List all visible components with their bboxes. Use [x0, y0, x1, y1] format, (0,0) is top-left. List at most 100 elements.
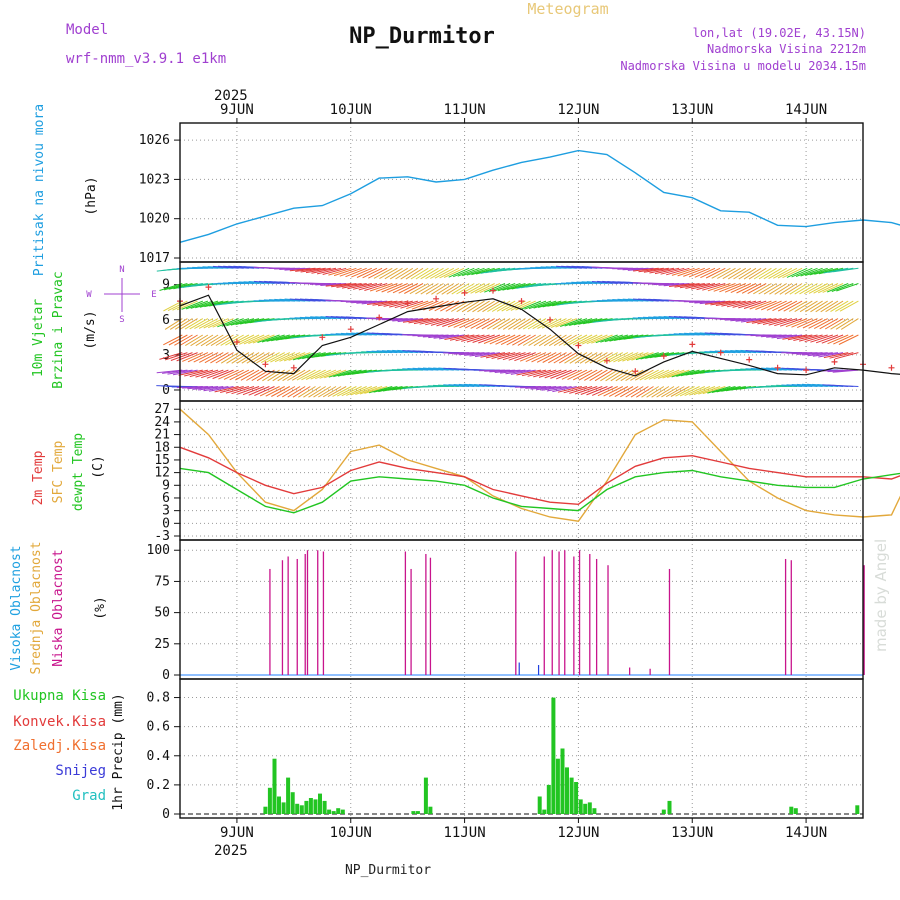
wind-barb — [594, 352, 613, 364]
wind-barb — [364, 283, 388, 291]
wind-barb — [639, 369, 659, 381]
wind-barb — [331, 283, 357, 288]
wind-barb — [511, 283, 536, 290]
wind-barb — [561, 369, 583, 380]
wind-barb — [207, 318, 229, 329]
wind-barb — [461, 300, 480, 313]
wind-barb — [194, 318, 214, 330]
wind-barb — [332, 386, 352, 397]
wind-barb — [203, 386, 229, 392]
wind-barb — [710, 300, 736, 306]
wind-barb — [783, 300, 803, 312]
cloud-mid-title: Srednja Oblacnost — [29, 541, 44, 674]
station-title: NP_Durmitor — [349, 24, 495, 49]
y-tick-label: 0.2 — [147, 778, 170, 793]
wind-gust-marker — [660, 353, 667, 360]
wind-barb — [796, 318, 818, 329]
wind-barb — [773, 267, 793, 279]
wind-barb — [350, 386, 372, 396]
wind-barb — [189, 318, 209, 330]
wind-barb — [535, 386, 562, 391]
wind-barb — [541, 318, 562, 329]
wind-barb — [315, 369, 337, 380]
wind-barb — [688, 267, 711, 278]
wind-barb — [431, 283, 449, 295]
wind-barb — [301, 369, 321, 381]
wind-barb — [362, 267, 383, 279]
wind-barb — [541, 386, 567, 391]
wind-barb — [789, 283, 808, 295]
precip-bar — [560, 748, 565, 814]
y-tick-label: 0.6 — [147, 720, 170, 735]
wind-barb — [533, 369, 557, 378]
wind-gust-marker — [518, 298, 525, 305]
wind-barb — [827, 283, 849, 293]
wind-barb — [654, 267, 680, 275]
wind-barb — [591, 334, 613, 344]
y-tick-label: 1020 — [139, 212, 170, 227]
wind-barb — [163, 300, 183, 312]
wind-barb — [184, 369, 209, 377]
precip-bar — [340, 809, 345, 814]
wind-barb — [182, 352, 203, 362]
wind-barb — [200, 334, 219, 347]
y-tick-label: 0.8 — [147, 691, 170, 706]
wind-barb — [173, 283, 198, 290]
wind-barb — [170, 352, 193, 361]
wind-barb — [455, 334, 480, 342]
wind-barb — [408, 318, 434, 324]
wind-barb — [819, 318, 839, 330]
wind-barb — [753, 267, 772, 280]
wind-barb — [246, 352, 265, 364]
wind-barb — [724, 283, 746, 293]
wind-barb — [333, 369, 357, 378]
wind-barb — [163, 334, 183, 346]
wind-barb — [636, 386, 654, 398]
wind-dir-north: N — [119, 265, 124, 275]
wind-barb — [508, 318, 526, 330]
wind-barb — [824, 318, 844, 330]
top-day-label: 10JUN — [330, 102, 372, 118]
wind-barb — [558, 334, 577, 346]
precip-bar — [281, 802, 286, 814]
bottom-day-label: 11JUN — [444, 825, 486, 841]
wind-barb — [392, 283, 414, 294]
wind-barb — [181, 300, 203, 310]
wind-barb — [799, 300, 818, 313]
wind-barb — [420, 283, 439, 295]
wind-barb — [666, 369, 690, 378]
legend-konvek-kisa: Konvek.Kisa — [13, 714, 106, 730]
y-tick-label: 0 — [162, 807, 170, 822]
wind-barb — [287, 386, 306, 398]
wind-barb — [542, 300, 567, 308]
wind-barb — [351, 267, 372, 278]
wind-barb — [715, 300, 741, 306]
wind-barb — [810, 334, 833, 343]
wind-barb — [791, 318, 813, 328]
wind-barb — [355, 386, 378, 395]
wind-barb — [690, 283, 716, 290]
wind-barb — [528, 300, 552, 310]
wind-gust-marker — [404, 300, 411, 307]
wind-barb — [324, 369, 347, 379]
wind-barb — [769, 283, 787, 295]
wind-gust-marker — [888, 364, 895, 371]
y-tick-label: 0 — [162, 516, 170, 531]
y-tick-label: 6 — [162, 313, 170, 328]
wind-barb — [287, 369, 306, 381]
wind-barb — [159, 283, 183, 291]
wind-barb — [641, 386, 659, 398]
wind-gust-marker — [262, 361, 269, 368]
wind-barb — [453, 267, 475, 278]
wind-barb — [556, 369, 577, 380]
wind-gust-marker — [233, 339, 240, 345]
pressure-line — [179, 149, 900, 243]
wind-barb — [234, 334, 255, 346]
precip-bar — [569, 777, 574, 814]
wind-barb — [804, 334, 828, 343]
wind-barb — [705, 267, 726, 279]
wind-barb — [702, 386, 726, 395]
wind-barb — [223, 369, 244, 380]
wind-barb — [732, 300, 757, 308]
wind-barb — [618, 334, 644, 341]
